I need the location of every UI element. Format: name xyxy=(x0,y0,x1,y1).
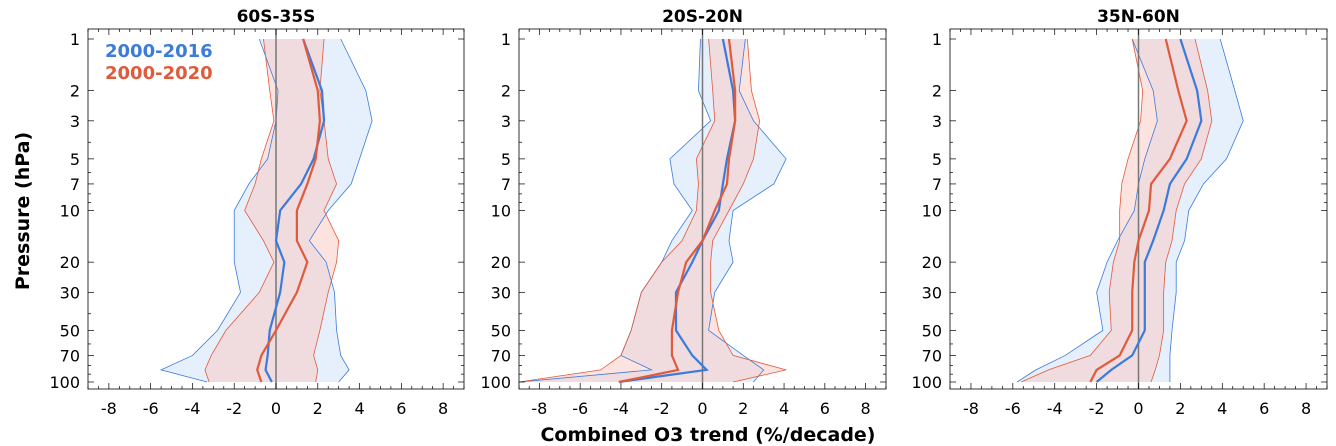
x-tick-label: -6 xyxy=(572,399,588,418)
y-tick-label: 7 xyxy=(932,175,942,194)
bound-upper-2000-2016 xyxy=(308,38,373,383)
x-tick-label: 0 xyxy=(271,399,281,418)
x-tick-label: -2 xyxy=(1089,399,1105,418)
y-tick-label: 100 xyxy=(480,373,511,392)
x-tick-label: -8 xyxy=(963,399,979,418)
panel-60s-35s: -8 -6 -4 -2 0 2 4 6 8 1 2 3 5 7 10 20 30 50 70 100 60S-35S 20… xyxy=(49,7,465,418)
bound-upper-2000-2016 xyxy=(708,38,787,383)
mean-line-2000-2016 xyxy=(1095,38,1203,383)
legend-entry: 2000-2020 xyxy=(105,63,213,84)
x-tick-label: 6 xyxy=(1259,399,1269,418)
y-tick-label: 20 xyxy=(922,253,942,272)
legend-entry: 2000-2016 xyxy=(105,41,213,62)
x-tick-label: 4 xyxy=(779,399,789,418)
y-tick-label: 100 xyxy=(911,373,942,392)
y-tick-label: 7 xyxy=(501,175,511,194)
bound-lower-2000-2020 xyxy=(519,38,716,383)
y-tick-label: 3 xyxy=(932,112,942,131)
y-tick-label: 2 xyxy=(501,82,511,101)
x-tick-label: 8 xyxy=(1301,399,1311,418)
band-2000-2020 xyxy=(204,39,339,382)
x-tick-label: 4 xyxy=(1217,399,1227,418)
mean-line-2000-2020 xyxy=(1089,38,1188,383)
x-tick-label: 6 xyxy=(396,399,406,418)
panel-title: 60S-35S xyxy=(237,7,316,27)
y-tick-label: 10 xyxy=(491,202,511,221)
band-2000-2020 xyxy=(1021,39,1212,382)
y-tick-label: 1 xyxy=(932,30,942,49)
y-tick-label: 20 xyxy=(60,253,80,272)
panel-20s-20n: -8 -6 -4 -2 0 2 4 6 8 1 2 3 5 7 10 20 30 50 70 100 20S-20N xyxy=(480,7,887,418)
x-tick-label: -8 xyxy=(531,399,547,418)
panel-title: 35N-60N xyxy=(1097,7,1180,27)
y-tick-label: 5 xyxy=(70,150,80,169)
mean-line-2000-2020 xyxy=(618,38,737,384)
mean-line-2000-2020 xyxy=(256,38,321,383)
plot-area xyxy=(1016,29,1244,389)
x-tick-label: 8 xyxy=(861,399,871,418)
mean-line-2000-2016 xyxy=(264,38,326,383)
x-tick-label: 6 xyxy=(820,399,830,418)
y-axis-label: Pressure (hPa) xyxy=(12,132,34,290)
y-tick-label: 3 xyxy=(501,112,511,131)
y-tick-label: 70 xyxy=(60,346,80,365)
x-tick-label: -4 xyxy=(1047,399,1063,418)
bound-lower-2000-2016 xyxy=(1016,38,1158,383)
y-tick-label: 5 xyxy=(932,150,942,169)
x-tick-label: -4 xyxy=(613,399,629,418)
x-tick-label: -2 xyxy=(226,399,242,418)
y-tick-label: 5 xyxy=(501,150,511,169)
y-tick-label: 7 xyxy=(70,175,80,194)
band-2000-2020 xyxy=(519,39,787,382)
y-tick-label: 30 xyxy=(60,283,80,302)
x-axis-label: Combined O3 trend (%/decade) xyxy=(540,424,875,446)
panel-title: 20S-20N xyxy=(662,7,743,27)
plot-area xyxy=(519,29,787,389)
y-tick-label: 1 xyxy=(70,30,80,49)
x-tick-label: -8 xyxy=(101,399,117,418)
y-tick-label: 50 xyxy=(491,321,511,340)
x-tick-label: 2 xyxy=(1175,399,1185,418)
y-tick-label: 70 xyxy=(491,346,511,365)
y-tick-label: 20 xyxy=(491,253,511,272)
plot-area xyxy=(159,29,373,389)
y-tick-label: 10 xyxy=(60,202,80,221)
bound-upper-2000-2020 xyxy=(1150,38,1213,383)
y-tick-label: 2 xyxy=(70,82,80,101)
x-tick-label: 0 xyxy=(1133,399,1143,418)
bound-lower-2000-2020 xyxy=(1021,38,1144,383)
bound-lower-2000-2020 xyxy=(204,38,275,383)
y-tick-label: 50 xyxy=(922,321,942,340)
y-tick-label: 3 xyxy=(70,112,80,131)
y-tick-label: 70 xyxy=(922,346,942,365)
x-tick-label: -2 xyxy=(654,399,670,418)
y-tick-label: 100 xyxy=(49,373,80,392)
y-tick-label: 50 xyxy=(60,321,80,340)
panel-35n-60n: -8 -6 -4 -2 0 2 4 6 8 1 2 3 5 7 10 20 30 50 70 100 35N-60N xyxy=(911,7,1328,418)
y-tick-label: 2 xyxy=(932,82,942,101)
bound-upper-2000-2020 xyxy=(710,38,787,383)
x-tick-label: -6 xyxy=(1005,399,1021,418)
x-tick-label: -4 xyxy=(184,399,200,418)
bound-upper-2000-2016 xyxy=(1169,38,1244,382)
x-tick-label: 8 xyxy=(438,399,448,418)
x-tick-label: 4 xyxy=(354,399,364,418)
y-tick-label: 30 xyxy=(491,283,511,302)
y-tick-label: 10 xyxy=(922,202,942,221)
x-tick-label: 2 xyxy=(313,399,323,418)
x-tick-label: 0 xyxy=(697,399,707,418)
y-tick-label: 1 xyxy=(501,30,511,49)
y-tick-label: 30 xyxy=(922,283,942,302)
x-tick-label: -6 xyxy=(143,399,159,418)
x-tick-label: 2 xyxy=(738,399,748,418)
